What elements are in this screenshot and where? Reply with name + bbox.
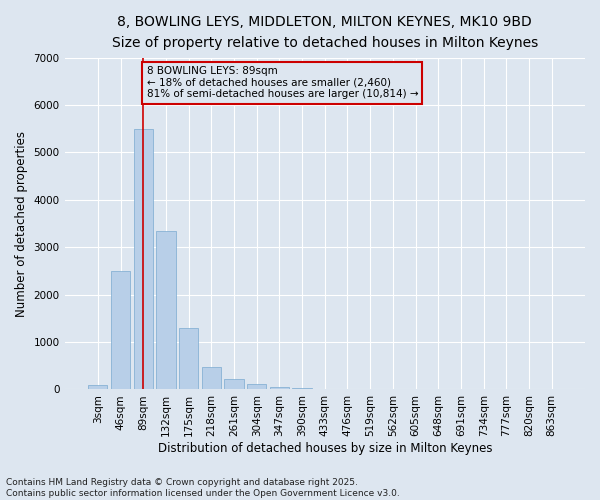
Title: 8, BOWLING LEYS, MIDDLETON, MILTON KEYNES, MK10 9BD
Size of property relative to: 8, BOWLING LEYS, MIDDLETON, MILTON KEYNE… (112, 15, 538, 50)
Bar (111, 271, 130, 390)
Bar (224, 380, 244, 390)
Bar (156, 230, 176, 390)
Text: Contains HM Land Registry data © Crown copyright and database right 2025.
Contai: Contains HM Land Registry data © Crown c… (6, 478, 400, 498)
X-axis label: Distribution of detached houses by size in Milton Keynes: Distribution of detached houses by size … (158, 442, 492, 455)
Text: 8 BOWLING LEYS: 89sqm
← 18% of detached houses are smaller (2,460)
81% of semi-d: 8 BOWLING LEYS: 89sqm ← 18% of detached … (146, 66, 418, 100)
Y-axis label: Number of detached properties: Number of detached properties (15, 130, 28, 316)
Bar (202, 366, 221, 390)
Bar (134, 129, 153, 390)
Bar (270, 387, 289, 390)
Bar (247, 384, 266, 390)
Bar (88, 384, 107, 390)
Bar (292, 388, 312, 390)
Bar (179, 328, 198, 390)
